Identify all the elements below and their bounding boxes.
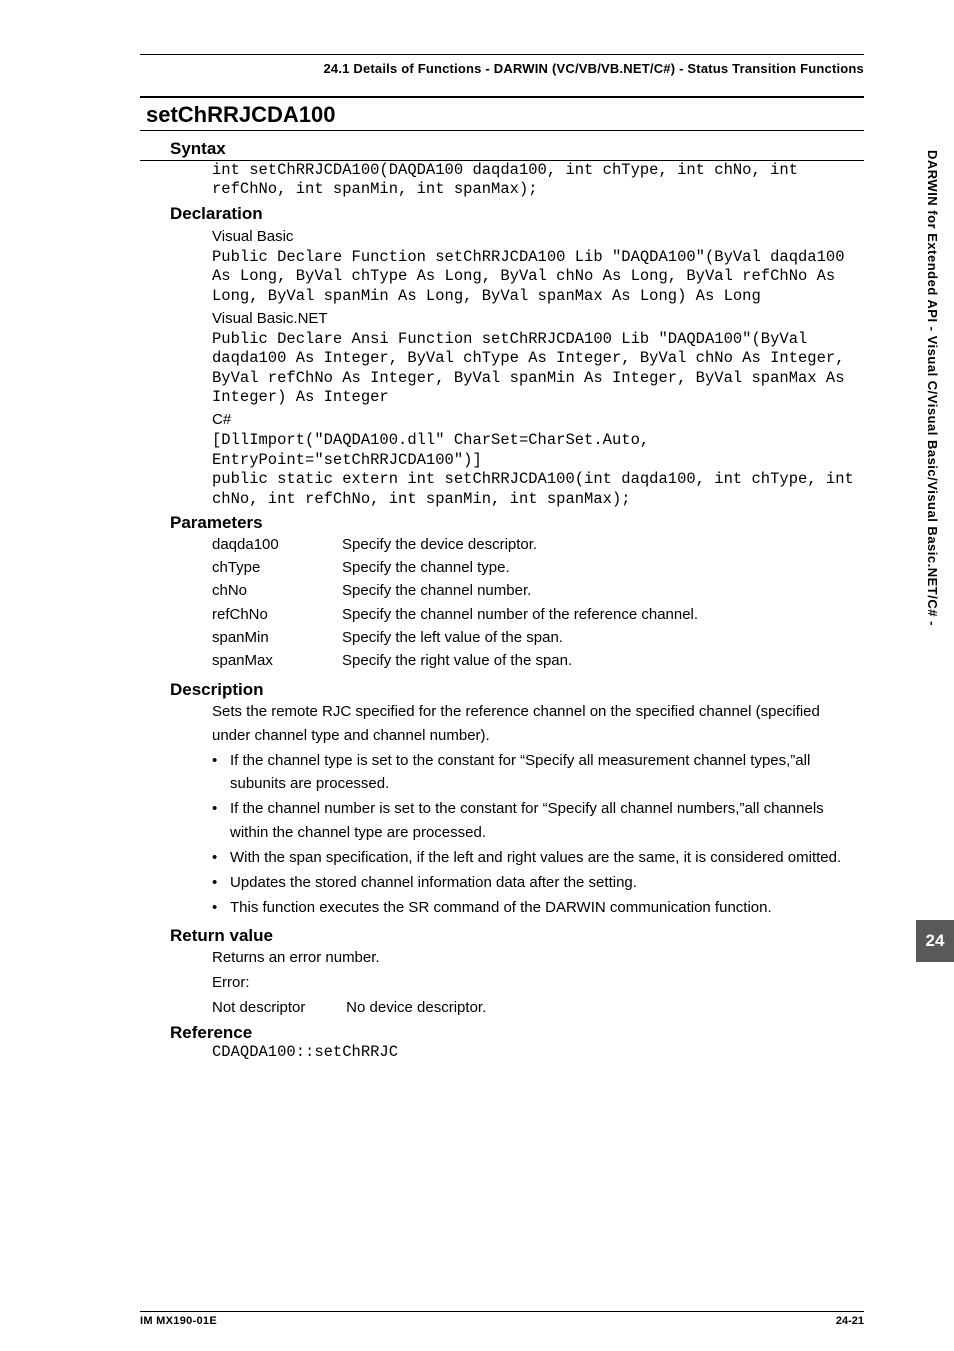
param-name: chType: [212, 556, 342, 579]
vbnet-label: Visual Basic.NET: [212, 308, 856, 329]
param-row: chNo Specify the channel number.: [212, 579, 856, 602]
declaration-heading: Declaration: [140, 204, 864, 224]
param-desc: Specify the channel type.: [342, 556, 856, 579]
description-bullet: If the channel type is set to the consta…: [212, 749, 856, 796]
running-header: 24.1 Details of Functions - DARWIN (VC/V…: [140, 59, 864, 82]
description-bullet: This function executes the SR command of…: [212, 896, 856, 919]
vb-code: Public Declare Function setChRRJCDA100 L…: [212, 248, 856, 306]
reference-body: CDAQDA100::setChRRJC: [140, 1043, 864, 1062]
syntax-body: int setChRRJCDA100(DAQDA100 daqda100, in…: [140, 161, 864, 200]
param-desc: Specify the right value of the span.: [342, 649, 856, 672]
return-value-body: Returns an error number. Error: Not desc…: [140, 946, 864, 1020]
param-name: chNo: [212, 579, 342, 602]
reference-code: CDAQDA100::setChRRJC: [212, 1043, 856, 1062]
return-value-heading: Return value: [140, 926, 864, 946]
chapter-number: 24: [926, 931, 945, 951]
side-vertical-text: DARWIN for Extended API - Visual C/Visua…: [920, 150, 940, 910]
param-row: daqda100 Specify the device descriptor.: [212, 533, 856, 556]
description-intro: Sets the remote RJC specified for the re…: [212, 700, 856, 747]
header-rule: [140, 54, 864, 55]
param-row: chType Specify the channel type.: [212, 556, 856, 579]
csharp-label: C#: [212, 409, 856, 430]
return-value-error-row: Not descriptor No device descriptor.: [212, 996, 856, 1019]
csharp-code: [DllImport("DAQDA100.dll" CharSet=CharSe…: [212, 431, 856, 509]
parameters-heading: Parameters: [140, 513, 864, 533]
error-name: Not descriptor: [212, 996, 342, 1019]
return-value-error-label: Error:: [212, 971, 856, 994]
param-desc: Specify the device descriptor.: [342, 533, 856, 556]
footer-left: IM MX190-01E: [140, 1315, 217, 1327]
function-name: setChRRJCDA100: [140, 102, 864, 128]
param-desc: Specify the channel number of the refere…: [342, 603, 856, 626]
footer-right: 24-21: [836, 1315, 864, 1327]
error-desc: No device descriptor.: [346, 999, 486, 1016]
param-row: refChNo Specify the channel number of th…: [212, 603, 856, 626]
param-name: daqda100: [212, 533, 342, 556]
syntax-heading: Syntax: [140, 139, 864, 159]
reference-heading: Reference: [140, 1023, 864, 1043]
param-desc: Specify the channel number.: [342, 579, 856, 602]
parameters-body: daqda100 Specify the device descriptor. …: [140, 533, 864, 673]
function-title-block: setChRRJCDA100: [140, 96, 864, 131]
param-name: spanMin: [212, 626, 342, 649]
param-row: spanMax Specify the right value of the s…: [212, 649, 856, 672]
description-bullet: Updates the stored channel information d…: [212, 871, 856, 894]
description-heading: Description: [140, 680, 864, 700]
param-row: spanMin Specify the left value of the sp…: [212, 626, 856, 649]
param-desc: Specify the left value of the span.: [342, 626, 856, 649]
chapter-tab: 24: [916, 920, 954, 962]
param-name: spanMax: [212, 649, 342, 672]
return-value-line: Returns an error number.: [212, 946, 856, 969]
vbnet-code: Public Declare Ansi Function setChRRJCDA…: [212, 330, 856, 408]
description-bullet: With the span specification, if the left…: [212, 846, 856, 869]
description-body: Sets the remote RJC specified for the re…: [140, 700, 864, 919]
page: 24.1 Details of Functions - DARWIN (VC/V…: [0, 0, 954, 1351]
param-name: refChNo: [212, 603, 342, 626]
syntax-heading-block: Syntax: [140, 137, 864, 161]
vb-label: Visual Basic: [212, 226, 856, 247]
description-list: If the channel type is set to the consta…: [212, 749, 856, 920]
declaration-body: Visual Basic Public Declare Function set…: [140, 226, 864, 509]
description-bullet: If the channel number is set to the cons…: [212, 797, 856, 844]
syntax-code: int setChRRJCDA100(DAQDA100 daqda100, in…: [212, 161, 856, 200]
page-footer: IM MX190-01E 24-21: [140, 1311, 864, 1327]
